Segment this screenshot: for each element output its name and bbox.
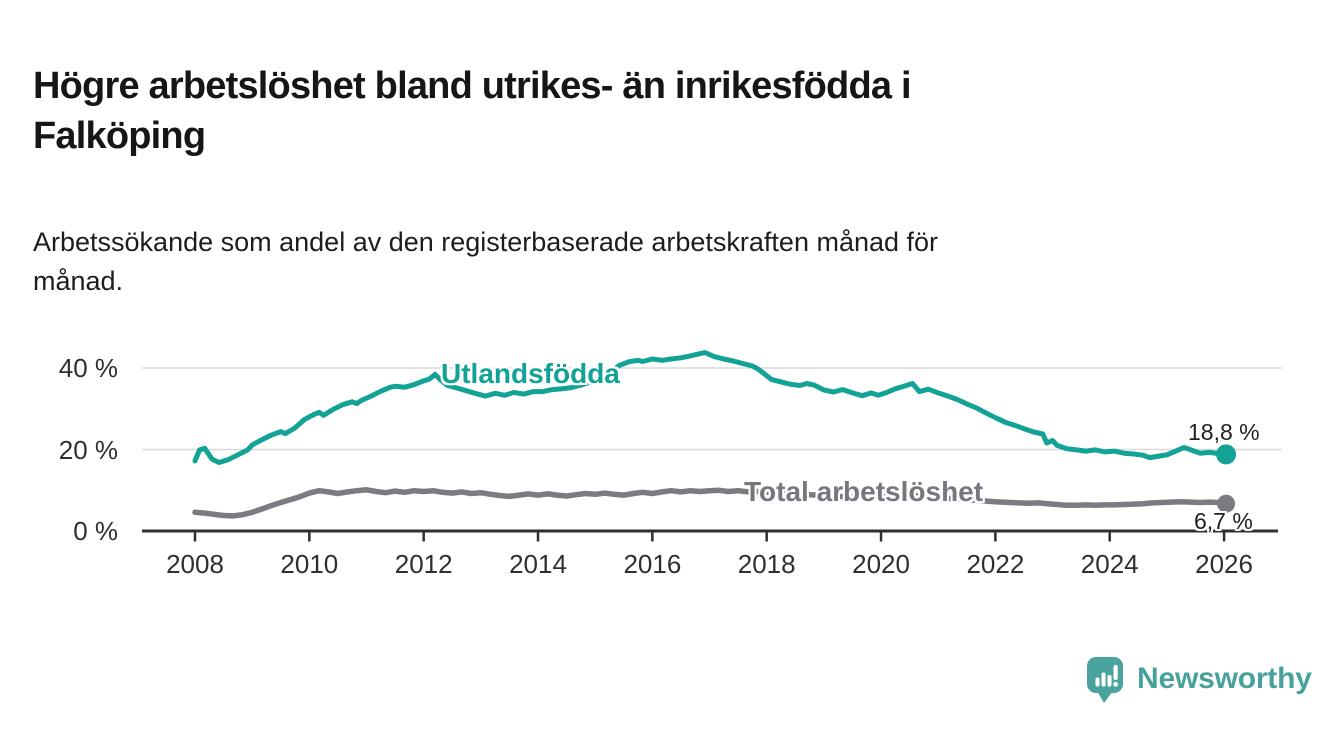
x-axis-label: 2012: [394, 549, 453, 579]
x-axis-label: 2024: [1080, 549, 1139, 579]
x-axis-label: 2022: [966, 549, 1025, 579]
x-axis-label: 2018: [737, 549, 796, 579]
chart-subtitle: Arbetssökande som andel av den registerb…: [33, 227, 939, 296]
series-line-total-arbetsloshet: [192, 487, 1227, 519]
series-label-utlandsfodda: Utlandsfödda: [441, 358, 620, 389]
x-axis-label: 2016: [623, 549, 682, 579]
y-axis-label: 0 %: [73, 516, 118, 546]
series-line-utlandsfodda: [192, 350, 1227, 465]
x-axis-label: 2026: [1195, 549, 1253, 579]
page-title: Högre arbetslöshet bland utrikes- än inr…: [33, 65, 912, 158]
end-dot-total-arbetsloshet: [1217, 494, 1236, 513]
logo-text: Newsworthy: [1137, 662, 1312, 695]
speech-bubble-bar-chart-icon: [1087, 657, 1123, 703]
x-axis-label: 2014: [509, 549, 567, 579]
end-value-label-utlandsfodda: 18,8 %: [1188, 419, 1260, 445]
y-axis-label: 40 %: [58, 353, 118, 383]
series-label-total-arbetsloshet: Total arbetslöshet: [744, 476, 984, 507]
newsworthy-logo: Newsworthy: [1086, 656, 1312, 704]
x-axis-label: 2008: [166, 549, 224, 579]
x-axis-label: 2020: [852, 549, 910, 579]
end-value-label-total-arbetsloshet: 6,7 %: [1194, 508, 1253, 534]
end-dot-utlandsfodda: [1216, 444, 1237, 465]
y-axis-label: 20 %: [58, 434, 118, 465]
x-axis-label: 2010: [280, 549, 339, 579]
